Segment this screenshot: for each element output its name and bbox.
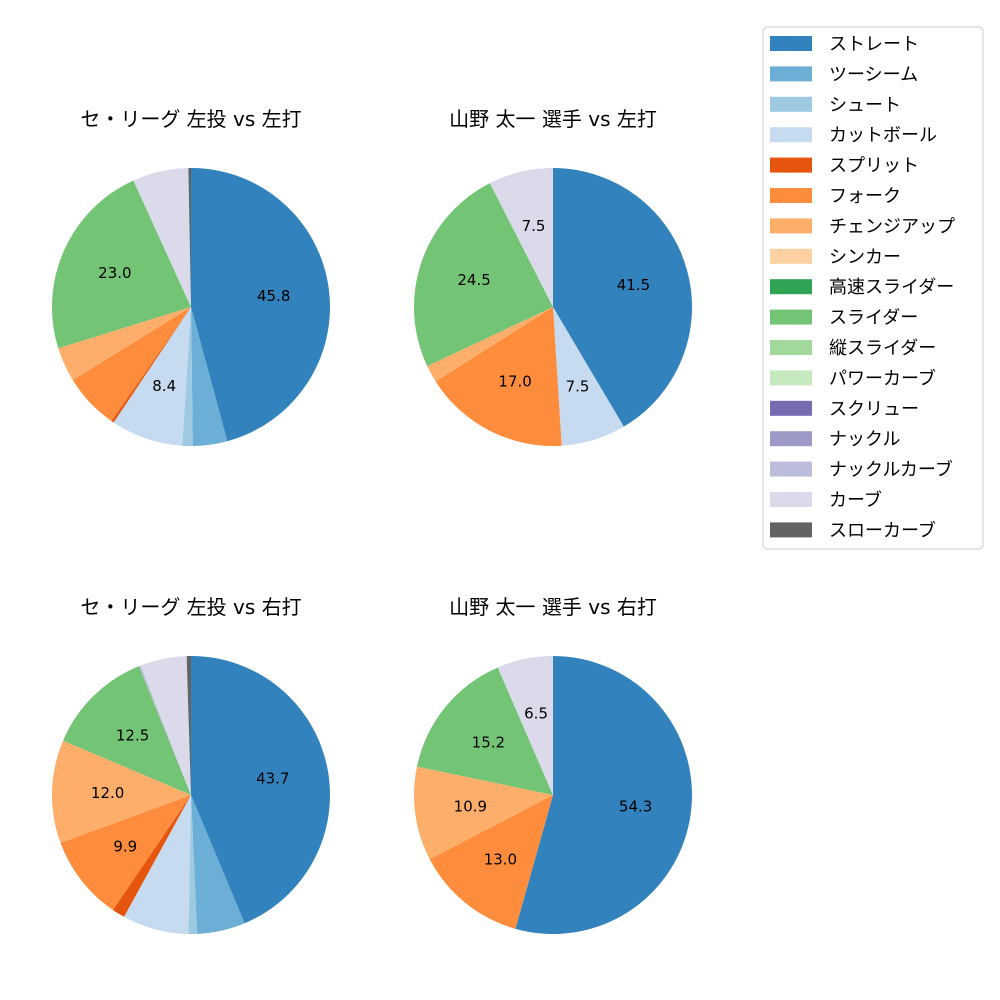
slice-label: 45.8 xyxy=(257,287,290,305)
legend-label: パワーカーブ xyxy=(829,367,936,389)
pie-title: 山野 太一 選手 vs 左打 xyxy=(449,107,657,131)
legend-label: スクリュー xyxy=(829,399,919,420)
slice-label: 24.5 xyxy=(457,271,490,289)
pie-slice xyxy=(416,667,553,795)
slice-label: 9.9 xyxy=(113,837,137,855)
legend-swatch xyxy=(770,157,812,173)
legend-swatch xyxy=(770,66,812,82)
slice-label: 23.0 xyxy=(98,264,131,282)
legend-swatch xyxy=(770,279,812,295)
pie-slice xyxy=(112,795,191,917)
pie-slice xyxy=(413,766,553,860)
pie-slice xyxy=(186,656,191,795)
legend-swatch xyxy=(770,127,812,143)
legend-swatch xyxy=(770,522,812,538)
pie-slice xyxy=(188,168,191,307)
pie-slice xyxy=(497,656,553,795)
legend-label: ナックルカーブ xyxy=(829,459,953,481)
slice-label: 10.9 xyxy=(454,797,487,815)
pie-title: 山野 太一 選手 vs 右打 xyxy=(449,595,657,619)
pie-slice xyxy=(63,666,192,795)
pie-title: セ・リーグ 左投 vs 右打 xyxy=(80,595,301,619)
pie-slice xyxy=(191,795,245,934)
legend-swatch xyxy=(770,431,812,447)
pie-chart-0: セ・リーグ 左投 vs 左打 45.8 8.4 23.0 xyxy=(51,107,331,446)
legend-label: 縦スライダー xyxy=(829,338,936,359)
legend-label: シュート xyxy=(829,95,901,116)
pie-slice xyxy=(72,307,191,421)
pie-slice xyxy=(140,656,191,795)
legend-swatch xyxy=(770,96,812,112)
legend-swatch xyxy=(770,370,812,386)
legend-label: フォーク xyxy=(829,186,901,207)
slice-label: 43.7 xyxy=(256,770,289,788)
pie-slice xyxy=(182,307,193,446)
legend-swatch xyxy=(770,400,812,416)
slice-label: 12.0 xyxy=(91,784,124,802)
pie-slice xyxy=(111,307,191,423)
pie-slice xyxy=(489,168,553,307)
legend-swatch xyxy=(770,218,812,234)
legend-label: ナックル xyxy=(829,429,900,450)
slice-label: 13.0 xyxy=(484,851,517,869)
pie-slice xyxy=(139,665,191,795)
slice-label: 7.5 xyxy=(522,217,546,235)
slice-label: 8.4 xyxy=(152,377,176,395)
slice-label: 6.5 xyxy=(524,704,548,722)
pie-slice xyxy=(113,307,191,446)
legend-swatch xyxy=(770,492,812,507)
pie-slice xyxy=(191,656,331,924)
legend-label: カットボール xyxy=(829,125,937,146)
pie-slice xyxy=(515,656,693,934)
pie-chart-1: 山野 太一 選手 vs 左打 41.5 7.5 17.0 24.5 7.5 xyxy=(413,107,692,446)
pie-slice xyxy=(191,168,331,442)
pie-slice xyxy=(429,795,553,929)
slice-label: 17.0 xyxy=(498,372,531,390)
pie-slice xyxy=(553,168,692,427)
pie-slice xyxy=(51,180,191,349)
pie-slice xyxy=(188,795,198,934)
pie-slice xyxy=(60,795,192,910)
legend-swatch xyxy=(770,340,812,355)
slice-label: 12.5 xyxy=(116,726,149,744)
pie-slice xyxy=(191,307,228,446)
legend-label: スプリット xyxy=(829,156,919,177)
pie-slice xyxy=(124,795,191,934)
legend-label: 高速スライダー xyxy=(829,277,954,298)
pie-slice xyxy=(133,168,191,307)
legend-label: チェンジアップ xyxy=(829,216,955,237)
legend: ストレートツーシームシュートカットボールスプリットフォークチェンジアップシンカー… xyxy=(762,26,984,550)
legend-label: ストレート xyxy=(829,34,919,55)
pie-slice xyxy=(413,183,553,367)
legend-label: シンカー xyxy=(829,247,901,268)
slice-label: 54.3 xyxy=(619,797,652,815)
legend-swatch xyxy=(770,36,812,51)
pie-slice xyxy=(52,740,191,843)
pie-chart-3: 山野 太一 選手 vs 右打 54.3 13.0 10.9 15.2 6.5 xyxy=(413,595,693,934)
legend-swatch xyxy=(770,461,812,477)
slice-label: 7.5 xyxy=(566,378,590,396)
legend-swatch xyxy=(770,248,812,264)
legend-label: ツーシーム xyxy=(829,64,918,85)
legend-label: スライダー xyxy=(829,308,918,329)
slice-label: 41.5 xyxy=(617,276,650,294)
pie-chart-2: セ・リーグ 左投 vs 右打 43.7 9.9 12.0 12.5 xyxy=(52,595,331,934)
legend-swatch xyxy=(770,309,812,325)
pie-title: セ・リーグ 左投 vs 左打 xyxy=(80,107,301,131)
legend-label: カーブ xyxy=(829,489,882,511)
legend-swatch xyxy=(770,188,812,203)
legend-label: スローカーブ xyxy=(829,519,936,541)
slice-label: 15.2 xyxy=(472,733,505,751)
pie-slice xyxy=(553,307,624,446)
pie-slice xyxy=(435,307,562,446)
pie-slice xyxy=(427,307,553,382)
pie-slice xyxy=(58,307,191,380)
